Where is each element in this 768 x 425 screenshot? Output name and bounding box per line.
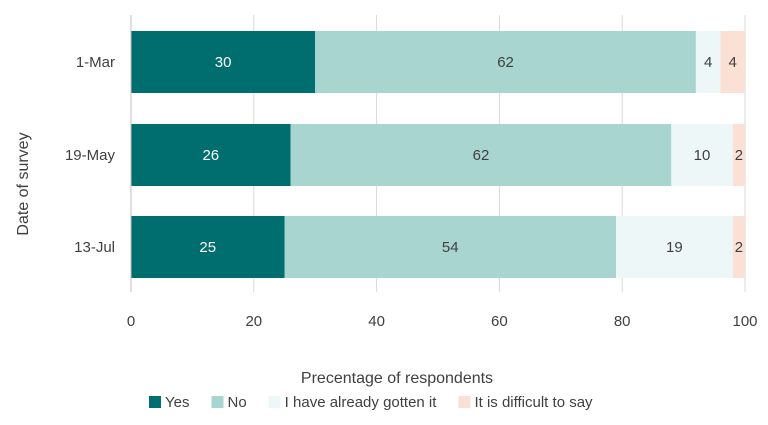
legend-label: No — [227, 394, 246, 411]
bar-segment — [290, 124, 672, 186]
y-tick-label: 1-Mar — [76, 54, 115, 71]
legend-swatch — [458, 396, 471, 408]
legend-label: I have already gotten it — [285, 394, 438, 411]
data-label: 19 — [666, 239, 683, 256]
data-label: 26 — [202, 147, 219, 164]
data-label: 2 — [735, 239, 743, 256]
bar-segment — [284, 216, 617, 278]
data-label: 62 — [497, 54, 514, 71]
bar-segment — [315, 31, 696, 93]
x-tick-label: 40 — [368, 313, 385, 330]
y-axis-title: Date of survey — [15, 132, 32, 235]
legend-item: Yes — [149, 394, 189, 411]
bar-segment — [131, 124, 291, 186]
x-tick-label: 100 — [732, 313, 757, 330]
data-label: 54 — [442, 239, 459, 256]
y-tick-label: 19-May — [65, 147, 116, 164]
legend: Yes No I have already gotten it It is diffi… — [149, 394, 593, 411]
data-label: 62 — [473, 147, 490, 164]
data-label: 4 — [704, 54, 712, 71]
bar-segment — [732, 216, 745, 278]
y-tick-label: 13-Jul — [74, 239, 115, 256]
x-tick-label: 20 — [245, 313, 262, 330]
legend-swatch — [268, 396, 281, 408]
data-labels: 30 62 4 4 26 62 10 2 25 54 19 2 — [199, 54, 743, 256]
data-label: 4 — [729, 54, 737, 71]
bar-segment — [616, 216, 733, 278]
legend-swatch — [211, 396, 224, 408]
legend-item: No — [211, 394, 247, 411]
legend-label: It is difficult to say — [474, 394, 593, 411]
data-label: 30 — [215, 54, 232, 71]
legend-item: I have already gotten it — [268, 394, 438, 411]
data-label: 2 — [735, 147, 743, 164]
bar-segment — [732, 124, 745, 186]
bar-segment — [131, 216, 285, 278]
legend-swatch — [149, 396, 161, 408]
legend-item: It is difficult to say — [458, 394, 593, 411]
bar-segment — [695, 31, 721, 93]
legend-label: Yes — [165, 394, 189, 411]
x-axis-title: Precentage of respondents — [301, 370, 493, 387]
bar-segment — [720, 31, 745, 93]
x-tick-label: 0 — [127, 313, 135, 330]
bars — [131, 31, 745, 278]
axes: 0 20 40 60 80 100 1-Mar 19-May 13-Jul — [65, 15, 758, 330]
data-label: 10 — [694, 147, 711, 164]
x-tick-label: 60 — [491, 313, 508, 330]
bar-segment — [671, 124, 733, 186]
bar-segment — [131, 31, 316, 93]
data-label: 25 — [199, 239, 216, 256]
x-tick-label: 80 — [614, 313, 631, 330]
